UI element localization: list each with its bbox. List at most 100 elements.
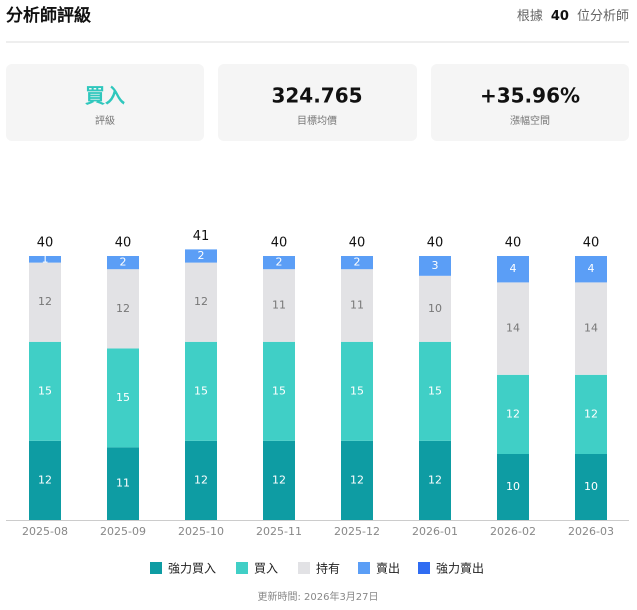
bar-segment: [419, 341, 451, 441]
bar-segment: [29, 440, 61, 520]
prefix: 根據: [517, 9, 543, 24]
segment-label: 12: [428, 473, 442, 486]
bar-segment: [419, 440, 451, 520]
bar-segment: [419, 256, 451, 276]
segment-label: 12: [38, 295, 52, 308]
card: [6, 64, 204, 141]
card-value: 買入: [85, 84, 125, 108]
bar-segment: [107, 269, 139, 349]
bar-segment: [185, 440, 217, 520]
segment-label: 15: [38, 384, 52, 397]
legend-swatch: [358, 562, 370, 574]
legend-label: 持有: [316, 561, 340, 576]
legend-label: 買入: [254, 562, 278, 576]
bar-segment: [185, 262, 217, 342]
segment-label: 2: [198, 249, 205, 262]
segment-label: 10: [584, 480, 598, 493]
bar-segment: [263, 269, 295, 342]
bar-segment: [263, 341, 295, 441]
segment-label: 12: [116, 302, 130, 315]
card-value: 324.765: [271, 84, 362, 108]
x-tick-label: 2025-12: [334, 525, 380, 538]
total-label: 40: [427, 236, 444, 251]
total-label: 40: [37, 236, 54, 251]
bar-segment: [575, 374, 607, 454]
x-tick-label: 2026-01: [412, 525, 458, 538]
bar-segment: [575, 454, 607, 520]
segment-label: 12: [194, 295, 208, 308]
segment-label: 14: [506, 322, 520, 335]
card-label: 目標均價: [297, 114, 337, 127]
legend-swatch: [418, 562, 430, 574]
bar-segment: [185, 341, 217, 441]
segment-label: 12: [38, 473, 52, 486]
legend-swatch: [150, 562, 162, 574]
bar-segment: [185, 249, 217, 263]
total-label: 41: [193, 229, 210, 244]
suffix: 位分析師: [577, 9, 629, 24]
bar-segment: [575, 256, 607, 283]
card: [431, 64, 629, 141]
bar-segment: [107, 348, 139, 448]
bar-segment: [107, 447, 139, 520]
segment-label: 15: [194, 384, 208, 397]
legend-swatch: [236, 562, 248, 574]
x-tick-label: 2026-02: [490, 525, 536, 538]
x-tick-label: 2026-03: [568, 525, 614, 538]
x-tick-label: 2025-09: [100, 525, 146, 538]
segment-label: 15: [116, 391, 130, 404]
total-label: 40: [505, 236, 522, 251]
x-tick-label: 2025-08: [22, 525, 68, 538]
segment-label: 15: [428, 384, 442, 397]
segment-label: 15: [350, 384, 364, 397]
bar-segment: [29, 256, 61, 263]
bar-segment: [263, 440, 295, 520]
card-value: +35.96%: [480, 84, 580, 108]
total-label: 40: [583, 236, 600, 251]
x-tick-label: 2025-11: [256, 525, 302, 538]
legend-label: 強力賣出: [436, 561, 484, 576]
segment-label: 12: [272, 473, 286, 486]
segment-label: 2: [354, 256, 361, 269]
card-label: 評級: [95, 114, 115, 127]
segment-label: 14: [584, 322, 598, 335]
segment-label: 12: [194, 473, 208, 486]
card-label: 漲幅空間: [510, 114, 550, 127]
legend-label: 強力買入: [168, 562, 216, 576]
bar-segment: [341, 440, 373, 520]
bar-segment: [341, 256, 373, 270]
segment-label: 10: [428, 302, 442, 315]
segment-label: 12: [350, 473, 364, 486]
analyst-count: 根據 40 位分析師: [517, 9, 629, 24]
x-tick-label: 2025-10: [178, 525, 224, 538]
legend-label: 賣出: [376, 561, 400, 576]
segment-label: 2: [276, 256, 283, 269]
segment-label: 11: [116, 477, 130, 490]
segment-label: 3: [432, 259, 439, 272]
segment-label: 1: [42, 252, 49, 265]
bar-segment: [29, 262, 61, 342]
total-label: 40: [349, 236, 366, 251]
bar-segment: [263, 256, 295, 270]
bar-segment: [29, 341, 61, 441]
segment-label: 12: [584, 407, 598, 420]
segment-label: 4: [588, 262, 595, 275]
segment-label: 4: [510, 262, 517, 275]
count: 40: [551, 9, 569, 24]
segment-label: 2: [120, 256, 127, 269]
segment-label: 10: [506, 480, 520, 493]
footer: 更新時間: 2026年3月27日: [257, 590, 378, 603]
segment-label: 15: [272, 384, 286, 397]
card: [218, 64, 417, 141]
segment-label: 11: [272, 299, 286, 312]
title: 分析師評級: [6, 5, 91, 26]
bar-segment: [341, 269, 373, 342]
bar-segment: [341, 341, 373, 441]
bar-segment: [107, 256, 139, 270]
legend-swatch: [298, 562, 310, 574]
bar-segment: [497, 454, 529, 520]
total-label: 40: [271, 236, 288, 251]
total-label: 40: [115, 236, 132, 251]
bar-segment: [497, 282, 529, 375]
